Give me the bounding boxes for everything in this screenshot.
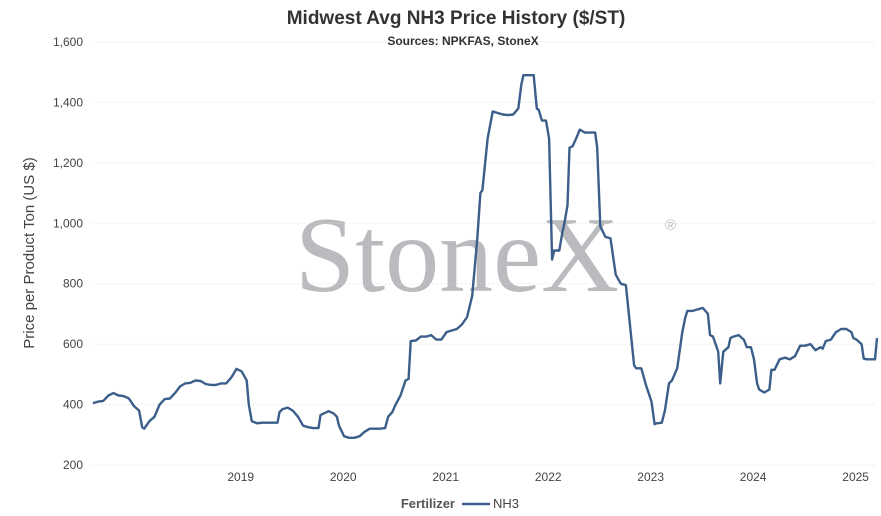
x-tick-label: 2021 xyxy=(432,470,459,484)
x-tick-label: 2022 xyxy=(535,470,562,484)
y-tick-label: 1,000 xyxy=(53,216,83,230)
y-tick-label: 1,200 xyxy=(53,156,83,170)
watermark-text: StoneX xyxy=(295,196,619,315)
series-line-nh3[interactable] xyxy=(92,74,879,439)
legend[interactable]: Fertilizer NH3 xyxy=(401,496,519,511)
legend-title: Fertilizer xyxy=(401,496,455,511)
watermark-registered-mark: ® xyxy=(665,217,676,234)
x-axis-ticks: 2019 2020 2021 2022 2023 2024 2025 xyxy=(227,470,869,484)
y-axis-ticks: 200 400 600 800 1,000 1,200 1,400 1,600 xyxy=(53,35,83,472)
x-tick-label: 2019 xyxy=(227,470,254,484)
y-tick-label: 1,400 xyxy=(53,95,83,109)
y-tick-label: 400 xyxy=(63,398,83,412)
stonex-watermark: StoneX ® xyxy=(295,196,676,315)
y-tick-label: 800 xyxy=(63,277,83,291)
legend-label-nh3[interactable]: NH3 xyxy=(493,496,519,511)
series-lines xyxy=(92,74,879,439)
x-tick-label: 2025 xyxy=(842,470,869,484)
y-axis-title: Price per Product Ton (US $) xyxy=(21,157,38,348)
x-tick-label: 2020 xyxy=(330,470,357,484)
x-tick-label: 2023 xyxy=(637,470,664,484)
y-tick-label: 1,600 xyxy=(53,35,83,49)
chart-title: Midwest Avg NH3 Price History ($/ST) xyxy=(287,8,626,29)
x-tick-label: 2024 xyxy=(740,470,767,484)
chart-subtitle: Sources: NPKFAS, StoneX xyxy=(387,34,538,48)
y-tick-label: 200 xyxy=(63,458,83,472)
y-tick-label: 600 xyxy=(63,337,83,351)
